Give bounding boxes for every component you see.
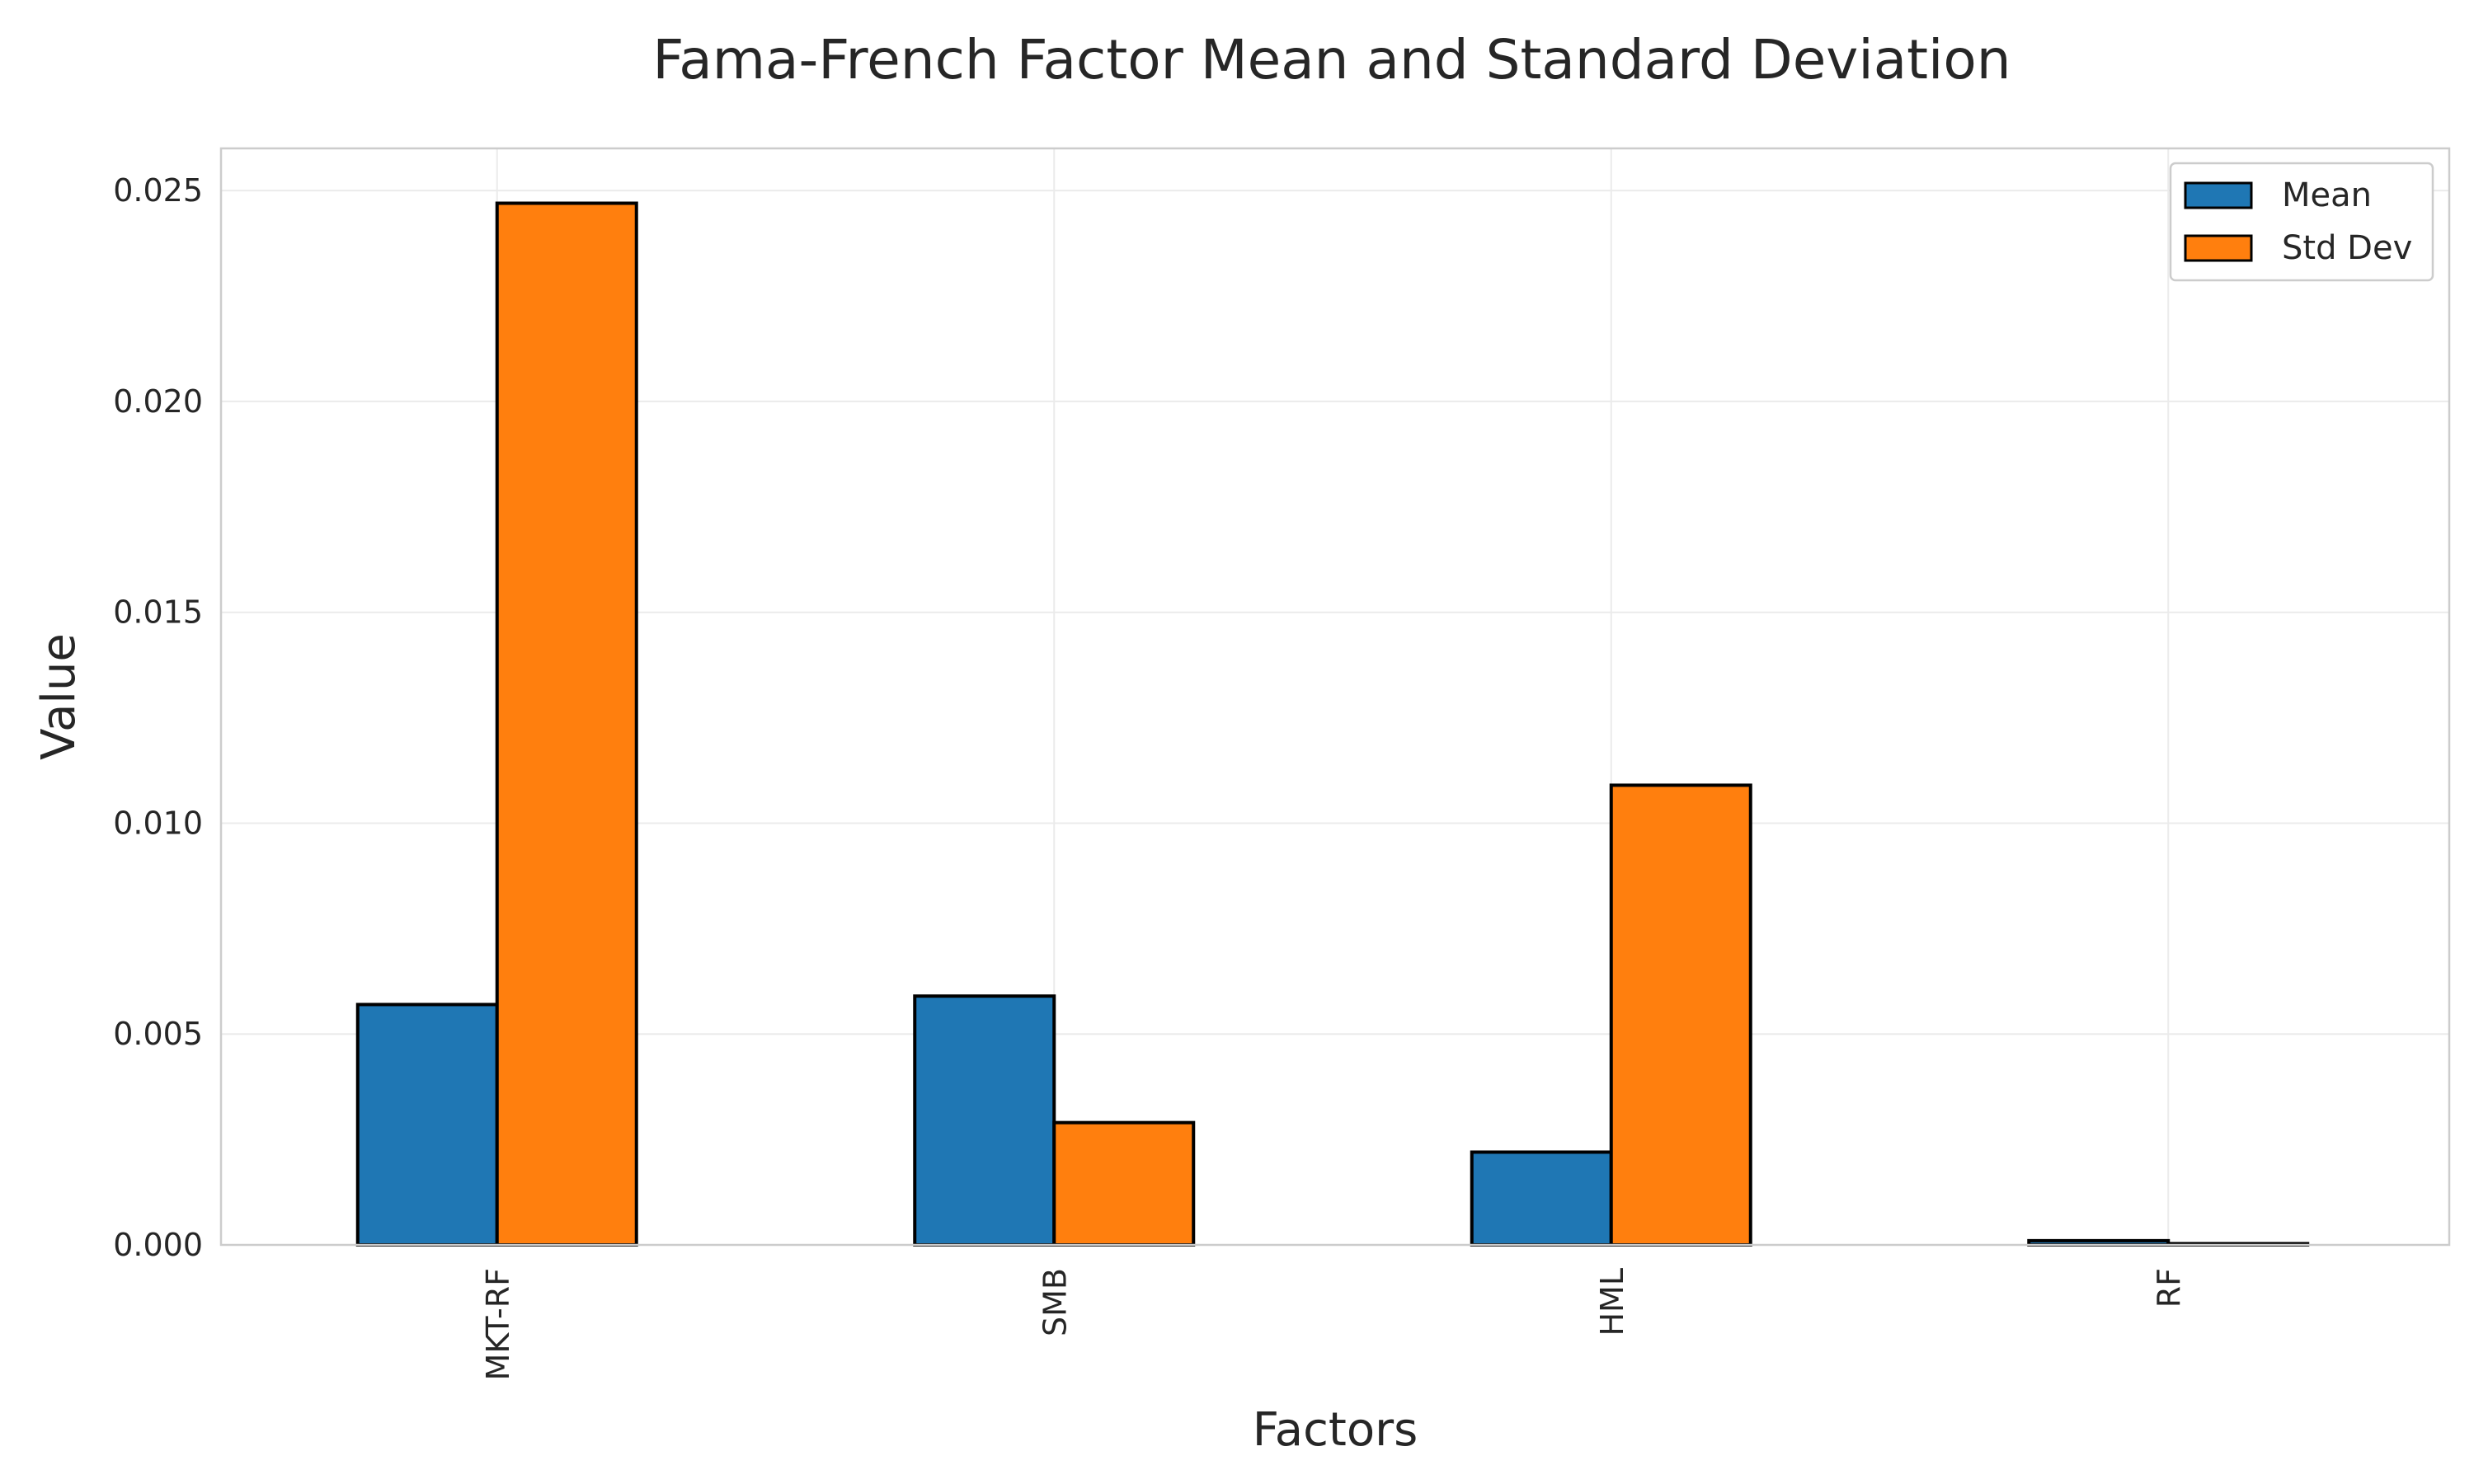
bars xyxy=(355,201,2310,1247)
bar-mean-hml xyxy=(1470,1150,1613,1247)
chart-title: Fama-French Factor Mean and Standard Dev… xyxy=(652,28,2011,92)
legend-label: Mean xyxy=(2282,176,2372,214)
bar-std-dev-smb xyxy=(1052,1120,1196,1247)
plot-frame xyxy=(219,147,2451,1247)
legend-swatch xyxy=(2184,234,2253,262)
x-tick-label: SMB xyxy=(1037,1268,1073,1336)
y-axis-ticks: 0.000 0.005 0.010 0.015 0.020 0.025 xyxy=(113,172,203,1263)
bar-std-dev-mkt-rf xyxy=(495,201,638,1247)
bar-mean-mkt-rf xyxy=(355,1003,499,1247)
legend-label: Std Dev xyxy=(2282,229,2412,267)
y-tick-label: 0.015 xyxy=(113,594,203,631)
y-tick-label: 0.010 xyxy=(113,805,203,841)
bar-mean-smb xyxy=(913,994,1056,1247)
x-axis-label: Factors xyxy=(1253,1403,1418,1457)
legend-swatch xyxy=(2184,181,2253,209)
y-axis-label: Value xyxy=(32,633,86,760)
x-tick-label: RF xyxy=(2151,1268,2187,1308)
x-axis-ticks: MKT-RF SMB HML RF xyxy=(480,1268,2188,1380)
y-tick-label: 0.025 xyxy=(113,172,203,209)
y-tick-label: 0.020 xyxy=(113,383,203,420)
bar-std-dev-hml xyxy=(1609,783,1752,1247)
x-tick-label: HML xyxy=(1594,1268,1630,1336)
x-tick-label: MKT-RF xyxy=(480,1268,516,1380)
legend: Mean Std Dev xyxy=(2169,162,2434,282)
y-tick-label: 0.005 xyxy=(113,1016,203,1052)
y-tick-label: 0.000 xyxy=(113,1227,203,1263)
